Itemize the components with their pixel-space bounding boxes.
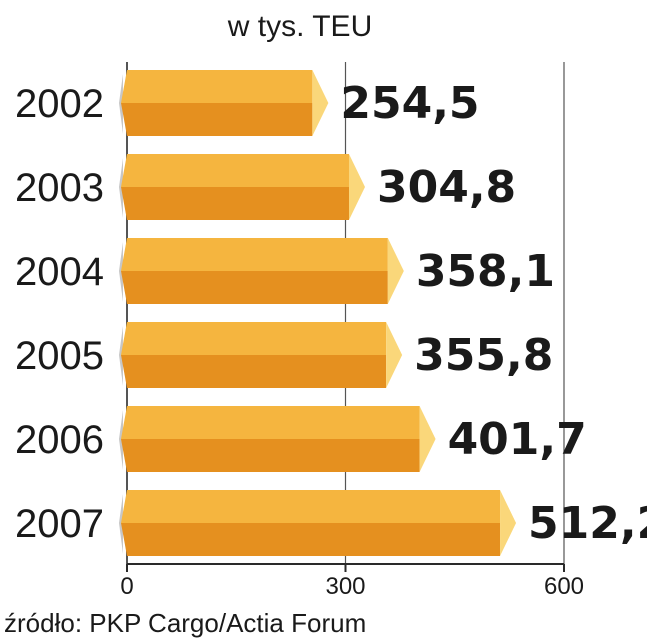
bar-top-face [121, 322, 387, 355]
bar-bottom-face [121, 355, 387, 388]
bar-bottom-face [121, 103, 313, 136]
x-tick-label: 600 [544, 573, 584, 600]
value-label: 254,5 [340, 78, 479, 129]
bar-end-cap [419, 406, 436, 472]
category-label: 2004 [15, 250, 104, 294]
value-label: 358,1 [416, 246, 555, 297]
value-label: 401,7 [448, 414, 587, 465]
bar-2006 [119, 406, 436, 472]
source-note: źródło: PKP Cargo/Actia Forum [4, 608, 366, 638]
bar-shadow [119, 494, 123, 554]
bar-2004 [119, 238, 404, 304]
bar-bottom-face [121, 523, 501, 556]
bar-shadow [119, 74, 123, 134]
bar-2002 [119, 70, 329, 136]
x-tick-label: 0 [120, 573, 133, 600]
category-label: 2007 [15, 502, 104, 546]
bars [119, 70, 517, 556]
category-label: 2005 [15, 334, 104, 378]
bar-top-face [121, 406, 420, 439]
category-label: 2003 [15, 166, 104, 210]
bar-2003 [119, 154, 365, 220]
bar-top-face [121, 238, 388, 271]
bar-bottom-face [121, 439, 420, 472]
category-label: 2006 [15, 418, 104, 462]
bar-2007 [119, 490, 517, 556]
bar-top-face [121, 70, 313, 103]
bar-shadow [119, 326, 123, 386]
value-label: 355,8 [414, 330, 553, 381]
bar-shadow [119, 242, 123, 302]
bar-top-face [121, 154, 349, 187]
bar-end-cap [348, 154, 365, 220]
bar-bottom-face [121, 187, 349, 220]
labels: 2002 254,5 2003 304,8 2004 358,1 2005 355,8 2006… [15, 78, 647, 549]
x-tick-label: 300 [325, 573, 365, 600]
x-axis: 0 300 600 [120, 563, 584, 600]
bar-end-cap [312, 70, 329, 136]
value-label: 304,8 [377, 162, 516, 213]
category-label: 2002 [15, 82, 104, 126]
bar-end-cap [386, 322, 403, 388]
grid-lines [126, 62, 565, 564]
bar-top-face [121, 490, 501, 523]
chart-unit-title: w tys. TEU [227, 10, 372, 43]
bar-shadow [119, 410, 123, 470]
bar-bottom-face [121, 271, 388, 304]
bar-end-cap [387, 238, 404, 304]
bar-shadow [119, 158, 123, 218]
bar-2005 [119, 322, 403, 388]
bar-end-cap [500, 490, 517, 556]
value-label: 512,2 [528, 498, 647, 549]
